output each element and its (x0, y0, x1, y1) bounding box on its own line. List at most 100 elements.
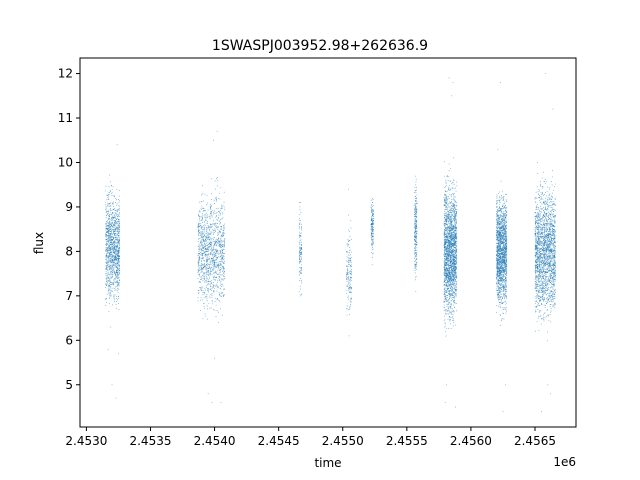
data-point (210, 285, 212, 287)
data-point (203, 226, 205, 228)
data-point (109, 247, 111, 249)
data-point (301, 228, 302, 230)
data-point (448, 194, 450, 196)
data-point (371, 211, 372, 213)
data-point (105, 250, 107, 252)
data-point (112, 226, 113, 228)
data-point (114, 224, 116, 226)
data-point (415, 181, 417, 183)
data-point (455, 241, 456, 243)
data-point (197, 263, 199, 265)
data-point (454, 268, 456, 270)
data-point (416, 247, 418, 249)
data-point (213, 266, 215, 268)
data-point (455, 275, 457, 277)
data-point (445, 331, 447, 333)
data-point (223, 228, 225, 230)
data-point (219, 213, 221, 215)
data-point (346, 250, 348, 252)
data-point (445, 227, 447, 229)
data-point (210, 224, 211, 226)
data-point (200, 276, 202, 278)
data-point (414, 261, 416, 262)
data-point (111, 287, 113, 289)
data-point (349, 288, 351, 290)
data-point (198, 258, 200, 260)
data-point (449, 242, 450, 244)
data-point (109, 287, 111, 289)
data-point (116, 290, 118, 291)
data-point (211, 289, 213, 291)
data-point (115, 286, 116, 288)
data-point (299, 257, 301, 259)
data-point (208, 256, 210, 258)
data-point (201, 259, 203, 261)
data-point (105, 283, 107, 285)
data-point (106, 244, 108, 246)
data-point (215, 244, 217, 246)
data-point (217, 269, 219, 271)
data-point (105, 255, 107, 257)
data-point (199, 258, 201, 260)
data-point (451, 286, 453, 288)
data-point (453, 224, 455, 226)
data-point (222, 233, 224, 235)
data-point (200, 242, 202, 243)
data-point (299, 258, 301, 260)
data-point (119, 279, 120, 281)
data-point (199, 286, 201, 288)
data-point (451, 186, 453, 188)
data-point (205, 217, 207, 219)
data-point (224, 240, 225, 242)
data-point (119, 270, 121, 271)
data-point (211, 270, 213, 271)
data-point (456, 257, 458, 259)
data-point (214, 259, 216, 261)
data-point (211, 260, 213, 262)
data-point (454, 284, 456, 286)
data-point (347, 266, 349, 268)
data-point (207, 308, 209, 310)
data-point (112, 259, 114, 261)
data-point (451, 272, 453, 274)
data-point (118, 199, 119, 200)
data-point (118, 295, 120, 297)
data-point (112, 264, 114, 266)
data-point (117, 285, 119, 287)
data-point (207, 263, 209, 264)
data-point (347, 229, 349, 231)
data-point (118, 190, 120, 192)
data-point (215, 285, 217, 287)
data-point (449, 306, 451, 308)
data-point (110, 235, 112, 237)
data-point (209, 268, 211, 270)
data-point (448, 187, 450, 189)
chart-title: 1SWASPJ003952.98+262636.9 (212, 38, 428, 54)
data-point (118, 215, 120, 217)
data-point (444, 239, 446, 241)
data-point (198, 254, 200, 256)
data-point (114, 299, 115, 301)
data-point (214, 300, 216, 302)
data-point (113, 231, 115, 233)
data-point (220, 239, 222, 241)
data-point (451, 273, 453, 275)
data-point (447, 265, 449, 267)
data-point (444, 277, 446, 279)
data-point (224, 227, 226, 229)
data-point (414, 203, 416, 205)
data-point (447, 273, 449, 275)
data-point (415, 243, 416, 245)
data-point (114, 259, 116, 261)
data-point (114, 281, 116, 283)
data-point (416, 210, 418, 212)
data-point (203, 239, 205, 240)
data-point (220, 240, 222, 242)
data-point (208, 233, 210, 235)
data-point (370, 229, 372, 230)
data-point (454, 290, 456, 292)
data-point (370, 227, 372, 229)
data-point (219, 245, 221, 247)
data-point (107, 228, 108, 230)
